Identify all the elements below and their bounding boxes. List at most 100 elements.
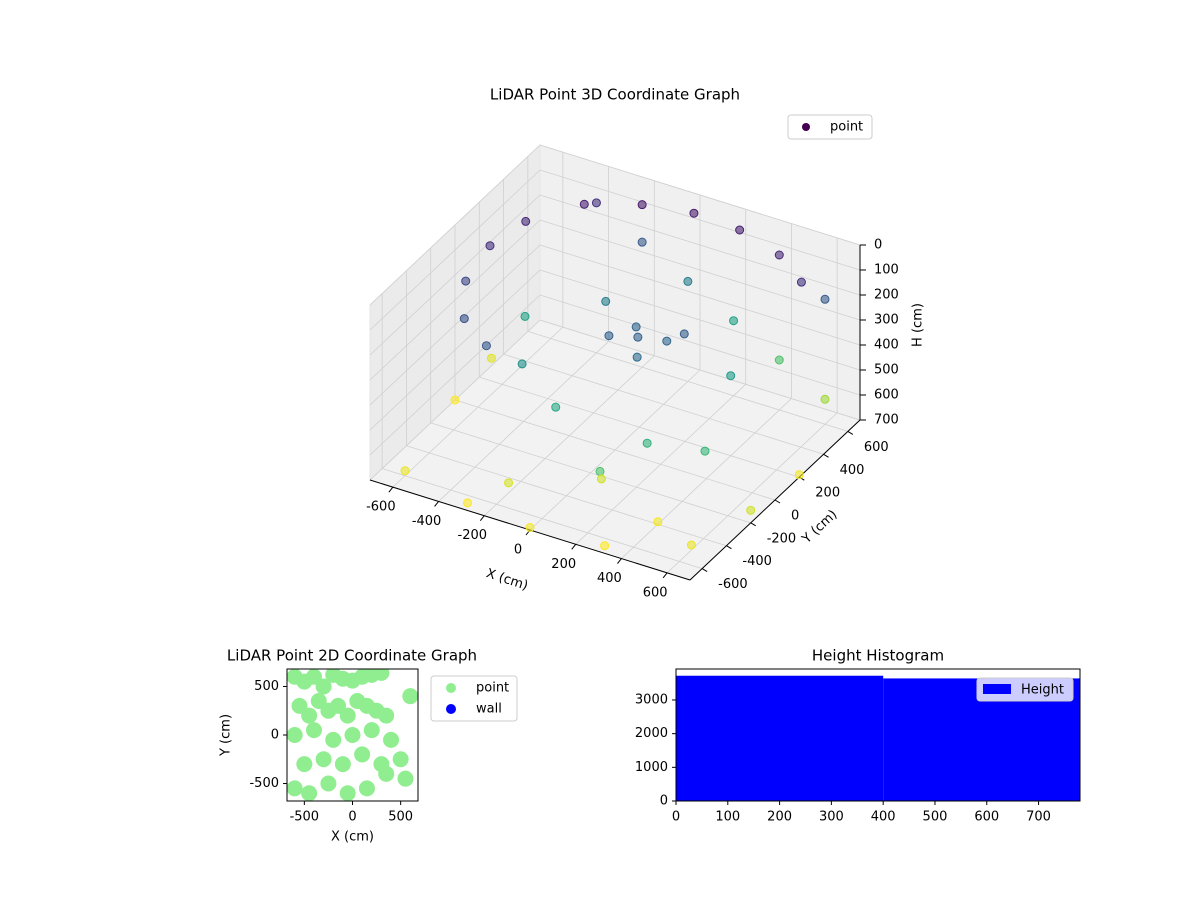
point [296, 756, 313, 773]
grid-line [539, 219, 861, 321]
legend-label: point [830, 120, 863, 135]
y-tick-label: 1000 [635, 760, 668, 775]
grid-line [454, 399, 776, 501]
grid-line [369, 294, 541, 456]
x-tick-label: 100 [715, 810, 740, 825]
y-tick-label: -400 [742, 554, 772, 569]
tick-mark [617, 558, 622, 564]
grid-line [479, 376, 800, 478]
point [774, 355, 784, 365]
z-axis-label: H (cm) [911, 303, 926, 347]
point [525, 523, 535, 532]
tick-mark [388, 486, 394, 493]
z-tick-label: 700 [874, 413, 899, 428]
z-tick-label: 500 [874, 363, 899, 378]
tick-mark [434, 501, 439, 507]
y-tick-label: -500 [249, 776, 279, 791]
grid-line [382, 468, 703, 569]
point [450, 395, 460, 405]
bar [676, 675, 884, 801]
point [481, 341, 491, 351]
point [774, 250, 784, 260]
grid-line [406, 445, 727, 547]
grid-line [369, 169, 541, 331]
x-tick-label: 700 [1026, 810, 1051, 825]
legend-box [787, 114, 873, 140]
point [637, 237, 647, 247]
legend-label: Height [1021, 683, 1064, 698]
point [520, 311, 530, 321]
grid-line [539, 319, 861, 421]
x-tick-label: 500 [388, 810, 413, 825]
y-tick-label: 200 [815, 486, 840, 501]
z-tick-label: 400 [874, 338, 899, 353]
x-tick-label: 0 [348, 810, 356, 825]
z-tick-label: 0 [874, 238, 882, 253]
x-tick-label: 500 [923, 810, 948, 825]
point [686, 540, 696, 550]
point [485, 241, 495, 251]
point [729, 316, 739, 326]
grid-line [369, 219, 541, 381]
point [325, 731, 342, 748]
y-tick-label: 0 [791, 509, 799, 524]
x-tick-label: -500 [290, 810, 320, 825]
x-axis-label: X (cm) [484, 566, 530, 594]
point [383, 731, 400, 748]
point [402, 688, 418, 705]
tick-mark [726, 545, 732, 550]
point [400, 466, 410, 476]
point [726, 371, 736, 381]
y-tick-label: 3000 [635, 692, 668, 707]
point [339, 785, 356, 801]
point [461, 276, 471, 286]
x-tick-label: 600 [643, 585, 668, 600]
grid-line [430, 422, 751, 524]
grid-line [539, 269, 861, 371]
grid-line [369, 144, 541, 306]
point [600, 541, 610, 551]
x-tick-label: 200 [551, 557, 576, 572]
plot-histogram: Height 0 100 200 300 400 500 600 700 0 1000 2000 300… [635, 668, 1081, 825]
y-tick-label: -200 [767, 531, 797, 546]
point [363, 722, 380, 739]
point [794, 470, 804, 480]
chart-title: Height Histogram [812, 647, 944, 665]
tick-mark [571, 543, 577, 550]
point [820, 294, 830, 304]
x-axis-label: X (cm) [331, 830, 374, 845]
x-tick-label: 600 [974, 810, 999, 825]
y-axis-label: Y (cm) [219, 714, 234, 757]
point [601, 296, 611, 306]
point [301, 707, 318, 724]
point [330, 697, 347, 714]
point [637, 200, 647, 210]
point [459, 314, 469, 324]
x-tick-label: 400 [871, 810, 896, 825]
point [820, 394, 830, 404]
z-tick-label: 100 [874, 263, 899, 278]
x-tick-label: -200 [458, 528, 488, 543]
grid-line [539, 144, 861, 246]
point [653, 517, 663, 527]
point [700, 446, 710, 456]
axis-line [689, 419, 861, 581]
plot-3d: -600-400-2000200400600-600-400-200020040… [366, 114, 926, 600]
point [358, 780, 375, 797]
point [339, 707, 356, 724]
point [305, 722, 322, 739]
tick-mark [847, 430, 854, 435]
point [631, 322, 641, 332]
point [315, 678, 332, 695]
grid-line [369, 244, 541, 406]
point [579, 199, 589, 209]
point [679, 329, 689, 339]
y-tick-label: 400 [840, 463, 865, 478]
y-tick-label: 0 [271, 728, 279, 743]
point [683, 276, 693, 286]
point [521, 216, 531, 226]
legend-marker [446, 704, 456, 714]
x-tick-label: 400 [597, 571, 622, 586]
point [551, 402, 561, 412]
